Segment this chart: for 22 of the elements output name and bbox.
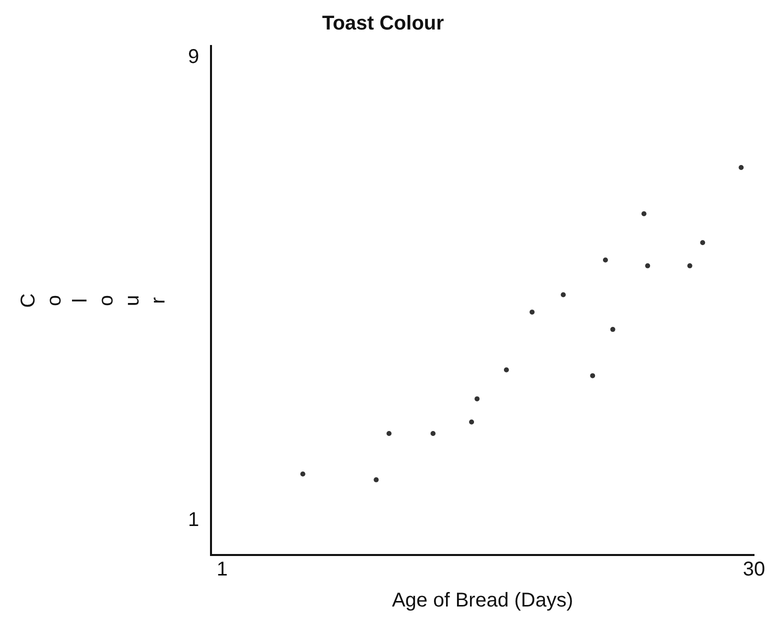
- point: [641, 211, 646, 216]
- point: [374, 477, 379, 482]
- point: [645, 263, 650, 268]
- point: [687, 263, 692, 268]
- point: [560, 292, 566, 298]
- point: [738, 164, 744, 170]
- point: [700, 240, 706, 246]
- x-tick-label: 30: [742, 558, 766, 581]
- point: [504, 367, 509, 372]
- x-axis-title: Age of Bread (Days): [392, 590, 574, 612]
- point: [602, 258, 608, 263]
- y-tick-label: 9: [188, 46, 200, 68]
- chart-title: Toast Colour: [322, 12, 444, 35]
- point: [469, 419, 474, 424]
- point: [430, 431, 436, 436]
- point: [300, 472, 306, 477]
- point: [530, 310, 535, 315]
- point: [610, 326, 616, 332]
- y-axis-title: Colour: [18, 293, 170, 308]
- point: [386, 431, 392, 436]
- point: [474, 396, 480, 402]
- point: [590, 373, 596, 378]
